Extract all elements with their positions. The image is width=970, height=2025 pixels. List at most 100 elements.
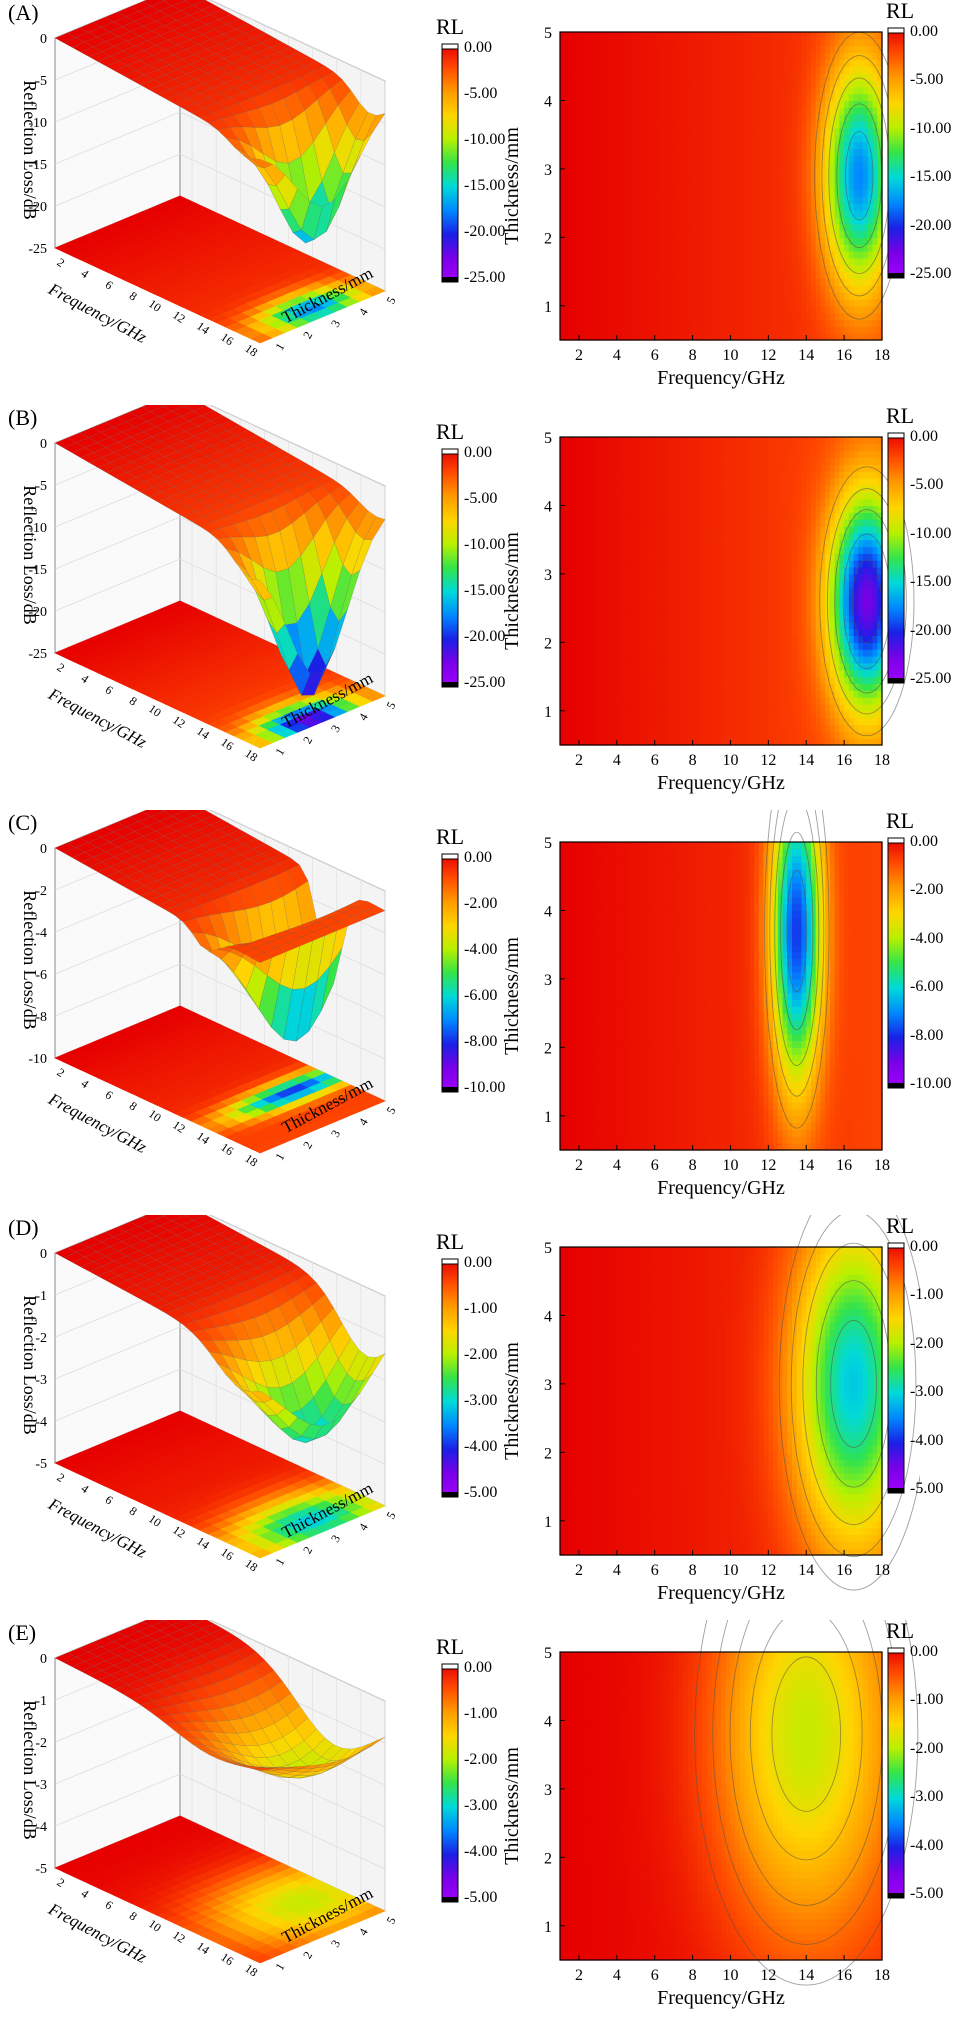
y-tick-label: 5 [544,835,552,852]
z-tick-label: -25 [28,242,47,257]
y-tick-label: 3 [544,1782,552,1799]
x-tick-label: 18 [874,1967,890,1984]
colorbar-tick-label: -5.00 [464,490,498,507]
x-tick-label: 14 [798,752,814,769]
z-tick-label: -10 [28,116,47,131]
colorbar-tick-label: -8.00 [464,1033,498,1050]
x-ticks: 2 4 6 8 10 12 14 16 18 [575,1550,890,1579]
thickness-tick-label: 4 [356,711,371,723]
frequency-tick-label: 8 [127,694,140,709]
colorbar-tick-label: -3.00 [910,1383,944,1401]
colorbar-tick-label: -1.00 [910,1286,944,1304]
frequency-tick-label: 8 [127,1504,140,1519]
colorbar-tick-label: -6.00 [910,978,944,996]
panel-e: (E) 0 -1 -2 -3 -4 -5 Reflection Loss/dB 2 4 6 8 10 12… [0,1618,970,2025]
y-tick-label: 3 [544,567,552,584]
y-tick-label: 3 [544,972,552,989]
y-tick-label: 1 [544,299,552,316]
thickness-tick-label: 3 [328,1937,343,1949]
y-ticks: 1 2 3 4 5 [544,430,565,721]
x-tick-label: 6 [651,347,659,364]
thickness-tick-label: 1 [272,341,287,353]
heatmap-cells [560,32,883,341]
heatmap-cells [560,842,883,1151]
colorbar-tick-label: -25.00 [464,674,506,691]
z-tick-label: -5 [35,1862,47,1877]
colorbar-tick-label: -2.00 [464,1346,498,1363]
z-tick-label: 0 [40,32,47,47]
colorbar-tick-label: -4.00 [910,1431,944,1449]
y-tick-label: 4 [544,903,552,920]
z-tick-label: -8 [35,1010,47,1025]
floor-projection [54,1815,386,1964]
heatmap-cells [560,1652,883,1961]
thickness-tick-label: 5 [383,1509,398,1521]
z-tick-label: -15 [28,158,47,173]
frequency-tick-label: 18 [242,1961,260,1979]
y-tick-label: 5 [544,1240,552,1257]
x-tick-label: 12 [760,347,776,364]
thickness-tick-label: 2 [300,1544,315,1556]
colorbar-tick-label: -25.00 [910,670,952,687]
z-tick-label: -5 [35,74,47,89]
z-tick-label: -3 [35,1373,47,1388]
x-tick-label: 16 [836,1562,852,1579]
x-tick-label: 12 [760,1157,776,1174]
y-tick-label: 4 [544,1308,552,1325]
x-tick-label: 16 [836,1157,852,1174]
frequency-tick-label: 6 [103,1087,116,1102]
y-tick-label: 1 [544,1109,552,1126]
thickness-tick-label: 4 [356,306,371,318]
x-tick-label: 12 [760,1967,776,1984]
panel-d: (D) 0 -1 -2 -3 -4 -5 Reflection Loss/dB 2 4 6 8 10 12… [0,1213,970,1620]
colorbar-tick-label: -1.00 [910,1691,944,1709]
frequency-tick-label: 2 [54,1065,67,1080]
x-ticks: 2 4 6 8 10 12 14 16 18 [575,335,890,364]
heatmap-cells [560,437,883,746]
frequency-tick-label: 2 [54,660,67,675]
z-tick-label: -20 [28,605,47,620]
frequency-tick-label: 12 [170,1118,188,1136]
frequency-tick-label: 16 [218,1950,236,1968]
colorbar-tick-label: -10.00 [910,524,952,542]
z-ticks: 0 -2 -4 -6 -8 -10 [28,842,47,1067]
z-axis-label: Reflection Loss/dB [20,485,40,624]
z-tick-label: 0 [40,437,47,452]
y-tick-label: 1 [544,1919,552,1936]
frequency-tick-label: 6 [103,1492,116,1507]
colorbar-tick-label: -20.00 [464,223,506,240]
contour-map-2d: 2 4 6 8 10 12 14 16 1812345Frequency/GHzThicknes… [501,1620,919,2009]
colorbar-gradient [441,1663,459,1903]
panel-a: (A) 0 -5 -10 -15 -20 -25 Reflection Loss/dB 2 4 6 8… [0,0,970,405]
colorbar-title: RL [436,14,465,39]
colorbar-title: RL [886,1618,915,1643]
colorbar-gradient [441,448,459,688]
frequency-tick-label: 10 [146,701,164,719]
y-axis-label: Thickness/mm [501,1747,523,1865]
thickness-tick-label: 5 [383,294,398,306]
plot-frame [559,1246,883,1556]
y-tick-label: 1 [544,1514,552,1531]
y-ticks: 1 2 3 4 5 [544,1645,565,1936]
x-tick-label: 16 [836,347,852,364]
thickness-tick-label: 5 [383,1104,398,1116]
frequency-tick-label: 2 [54,1470,67,1485]
x-tick-label: 6 [651,1562,659,1579]
colorbar-tick-label: -1.00 [464,1300,498,1317]
x-tick-label: 6 [651,752,659,769]
y-tick-label: 4 [544,93,552,110]
colorbar-gradient [441,43,459,283]
thickness-tick-label: 3 [328,317,343,329]
colorbar-tick-label: -8.00 [910,1026,944,1044]
thickness-tick-label: 4 [356,1521,371,1533]
z-ticks: 0 -1 -2 -3 -4 -5 [35,1652,47,1877]
floor-projection [54,1410,386,1559]
y-tick-label: 2 [544,1850,552,1867]
colorbar-title: RL [436,1634,465,1659]
x-tick-label: 10 [722,752,738,769]
y-tick-label: 3 [544,162,552,179]
rl-surface [54,0,386,244]
z-axis-label: Reflection Loss/dB [20,890,40,1029]
thickness-tick-label: 3 [328,1127,343,1139]
